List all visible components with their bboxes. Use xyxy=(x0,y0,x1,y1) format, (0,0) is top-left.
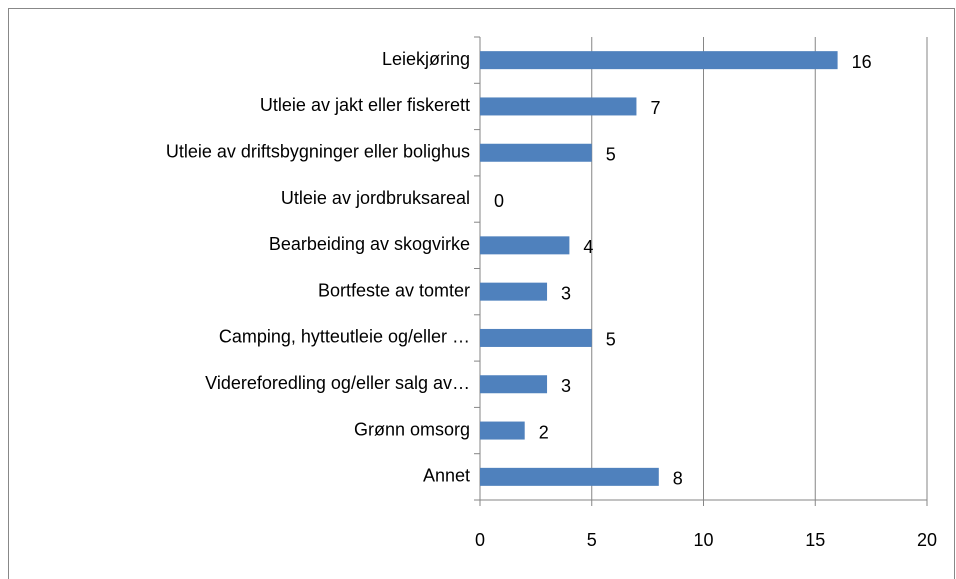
y-tick-label: Camping, hytteutleie og/eller … xyxy=(219,327,470,347)
y-tick-label: Bearbeiding av skogvirke xyxy=(269,234,470,254)
y-tick-label: Utleie av driftsbygninger eller bolighus xyxy=(166,142,470,162)
value-label: 5 xyxy=(606,330,616,350)
value-label: 4 xyxy=(583,237,593,257)
bar xyxy=(480,328,592,347)
value-label: 3 xyxy=(561,283,571,303)
y-tick-label: Utleie av jakt eller fiskerett xyxy=(260,95,470,115)
bar xyxy=(480,51,838,70)
x-tick-label: 5 xyxy=(587,530,597,550)
value-label: 8 xyxy=(673,469,683,489)
bar xyxy=(480,282,548,301)
bar xyxy=(480,421,525,440)
y-tick-label: Videreforedling og/eller salg av… xyxy=(205,373,470,393)
value-label: 3 xyxy=(561,376,571,396)
x-tick-label: 15 xyxy=(805,530,825,550)
value-label: 5 xyxy=(606,145,616,165)
y-tick-label: Utleie av jordbruksareal xyxy=(281,188,470,208)
bar xyxy=(480,97,637,116)
x-tick-label: 0 xyxy=(475,530,485,550)
y-tick-label: Bortfeste av tomter xyxy=(318,280,470,300)
bar xyxy=(480,236,570,255)
bar xyxy=(480,375,548,394)
value-label: 0 xyxy=(494,191,504,211)
bar xyxy=(480,143,592,162)
value-label: 2 xyxy=(539,422,549,442)
value-label: 7 xyxy=(650,98,660,118)
y-tick-label: Grønn omsorg xyxy=(354,419,470,439)
bar xyxy=(480,467,659,486)
value-label: 16 xyxy=(852,52,872,72)
x-tick-label: 20 xyxy=(917,530,937,550)
y-tick-label: Annet xyxy=(423,466,470,486)
x-tick-label: 10 xyxy=(693,530,713,550)
y-tick-label: Leiekjøring xyxy=(382,49,470,69)
